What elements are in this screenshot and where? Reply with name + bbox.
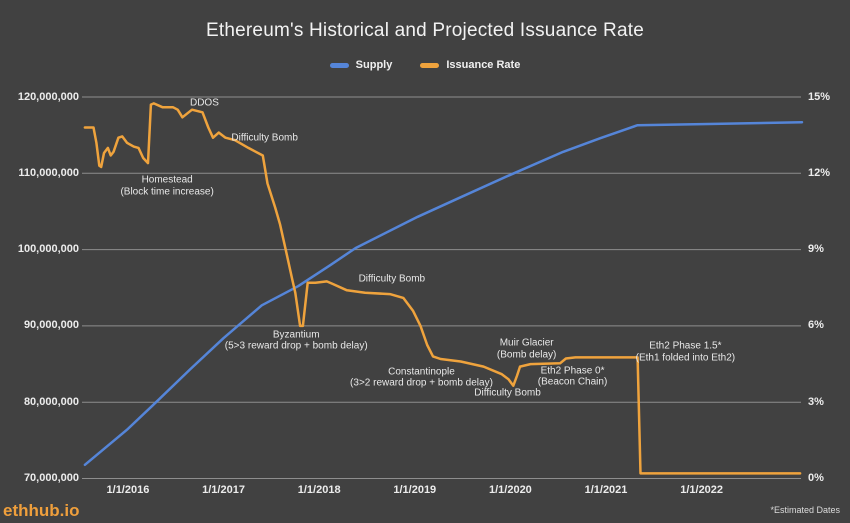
estimated-dates-note: *Estimated Dates	[770, 505, 840, 515]
annotation-line: (Bomb delay)	[496, 349, 557, 361]
legend-item-issuance-rate: Issuance Rate	[420, 59, 520, 71]
annotation-difficulty-bomb: Difficulty Bomb	[231, 132, 298, 144]
annotation-line: Eth2 Phase 0*	[540, 365, 605, 376]
y-axis-left-tick: 80,000,000	[23, 395, 79, 408]
x-axis-tick: 1/1/2019	[393, 484, 437, 496]
legend-swatch-icon	[420, 62, 440, 68]
annotation-line: (Block time increase)	[120, 186, 214, 198]
y-axis-left-tick: 90,000,000	[23, 319, 79, 332]
annotation-line: Muir Glacier	[499, 337, 554, 349]
annotation-line: Byzantium	[272, 329, 320, 341]
annotation-line: Constantinople	[388, 366, 455, 378]
y-axis-right-tick: 12%	[808, 166, 831, 179]
annotation-line: Eth2 Phase 1.5*	[649, 340, 722, 352]
annotation-eth2-phase-1-5: Eth2 Phase 1.5* (Eth1 folded into Eth2)	[636, 341, 736, 364]
annotation-line: (3>2 reward drop + bomb delay)	[350, 377, 493, 389]
annotation-line: Difficulty Bomb	[474, 386, 541, 398]
legend-swatch-icon	[329, 62, 349, 68]
y-axis-right-tick: 3%	[808, 395, 824, 408]
annotation-line: Homestead	[141, 174, 193, 186]
annotation-byzantium: Byzantium (5>3 reward drop + bomb delay)	[225, 329, 368, 352]
annotation-line: (5>3 reward drop + bomb delay)	[224, 340, 368, 352]
y-axis-left-tick: 70,000,000	[23, 472, 79, 484]
x-axis-tick: 1/1/2017	[202, 484, 245, 496]
y-axis-left-tick: 110,000,000	[18, 166, 79, 179]
annotation-line: Difficulty Bomb	[231, 132, 298, 144]
annotation-eth2-phase-0: Eth2 Phase 0* (Beacon Chain)	[538, 365, 607, 388]
x-axis-tick: 1/1/2018	[297, 484, 341, 496]
annotation-difficulty-bomb: Difficulty Bomb	[474, 387, 541, 399]
chart-legend: Supply Issuance Rate	[0, 59, 850, 71]
annotation-line: (Beacon Chain)	[537, 376, 608, 388]
ethhub-logo: ethhub.io	[3, 501, 80, 520]
y-axis-right-tick: 6%	[808, 319, 824, 332]
x-axis-tick: 1/1/2016	[106, 484, 150, 496]
y-axis-right-tick: 9%	[808, 243, 824, 256]
chart-title: Ethereum's Historical and Projected Issu…	[206, 20, 644, 41]
annotation-line: DDOS	[189, 97, 219, 109]
annotation-muir-glacier: Muir Glacier (Bomb delay)	[497, 338, 556, 361]
annotation-line: (Eth1 folded into Eth2)	[635, 352, 736, 364]
annotation-homestead: Homestead (Block time increase)	[120, 175, 213, 198]
legend-label: Issuance Rate	[446, 59, 521, 71]
x-axis-tick: 1/1/2022	[680, 484, 724, 496]
annotation-difficulty-bomb: Difficulty Bomb	[359, 273, 426, 285]
y-axis-left-tick: 120,000,000	[17, 90, 79, 103]
y-axis-left-tick: 100,000,000	[17, 243, 79, 256]
series-line-issuance-rate	[83, 102, 802, 475]
annotation-constantinople: Constantinople (3>2 reward drop + bomb de…	[350, 366, 493, 389]
series-line-supply	[83, 120, 804, 467]
y-axis-right-tick: 15%	[808, 90, 831, 103]
legend-item-supply: Supply	[329, 59, 393, 71]
x-axis-tick: 1/1/2020	[488, 484, 532, 496]
annotation-line: Difficulty Bomb	[358, 273, 426, 285]
y-axis-right-tick: 0%	[808, 472, 824, 484]
annotation-ddos: DDOS	[190, 97, 219, 109]
legend-label: Supply	[355, 59, 393, 71]
x-axis-tick: 1/1/2021	[584, 484, 628, 496]
